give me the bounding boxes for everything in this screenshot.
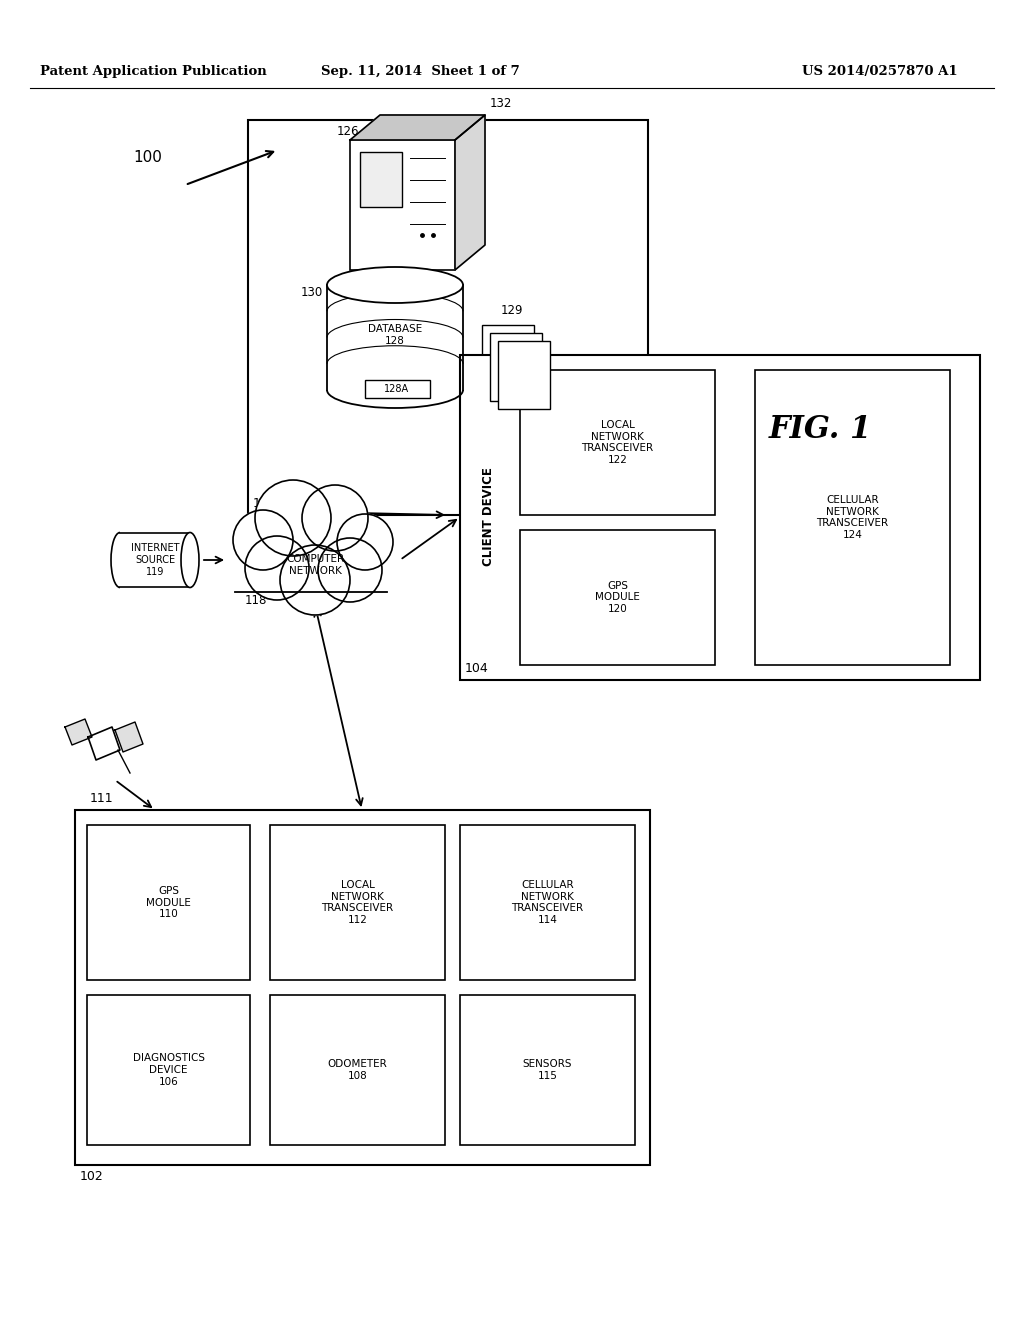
- Text: US 2014/0257870 A1: US 2014/0257870 A1: [802, 66, 957, 78]
- Circle shape: [337, 513, 393, 570]
- Text: GPS
MODULE
110: GPS MODULE 110: [146, 886, 190, 919]
- Text: 104: 104: [465, 663, 488, 675]
- Polygon shape: [115, 722, 143, 752]
- Bar: [482, 325, 534, 393]
- Polygon shape: [65, 719, 92, 744]
- Text: DIAGNOSTICS
DEVICE
106: DIAGNOSTICS DEVICE 106: [132, 1053, 205, 1086]
- Bar: [87, 995, 250, 1144]
- Text: 130: 130: [301, 285, 323, 298]
- Bar: [87, 825, 250, 979]
- Bar: [327, 285, 463, 389]
- Text: SENSORS
115: SENSORS 115: [522, 1059, 572, 1081]
- Text: CELLULAR
NETWORK
TRANSCEIVER
114: CELLULAR NETWORK TRANSCEIVER 114: [511, 880, 584, 925]
- Text: Sep. 11, 2014  Sheet 1 of 7: Sep. 11, 2014 Sheet 1 of 7: [321, 66, 519, 78]
- Text: GPS
MODULE
120: GPS MODULE 120: [595, 581, 640, 614]
- Ellipse shape: [181, 532, 199, 587]
- Bar: [365, 380, 430, 399]
- Text: 129: 129: [501, 304, 523, 317]
- Bar: [248, 120, 648, 515]
- Text: 116: 116: [253, 498, 276, 510]
- Text: INTERNET
SOURCE
119: INTERNET SOURCE 119: [131, 544, 179, 577]
- Circle shape: [280, 545, 350, 615]
- Polygon shape: [350, 115, 485, 140]
- Text: LOCAL
NETWORK
TRANSCEIVER
122: LOCAL NETWORK TRANSCEIVER 122: [582, 420, 653, 465]
- Text: LOCAL
NETWORK
TRANSCEIVER
112: LOCAL NETWORK TRANSCEIVER 112: [322, 880, 393, 925]
- Bar: [490, 333, 542, 401]
- Text: FIG. 1: FIG. 1: [768, 414, 871, 446]
- Text: CLIENT DEVICE: CLIENT DEVICE: [481, 467, 495, 566]
- Polygon shape: [88, 727, 120, 760]
- Bar: [360, 152, 402, 207]
- Bar: [350, 140, 455, 271]
- Bar: [270, 995, 445, 1144]
- Circle shape: [255, 480, 331, 556]
- Text: 126: 126: [337, 125, 359, 139]
- Bar: [460, 825, 635, 979]
- Text: ODOMETER
108: ODOMETER 108: [328, 1059, 387, 1081]
- Ellipse shape: [327, 267, 463, 304]
- Polygon shape: [455, 115, 485, 271]
- Bar: [520, 531, 715, 665]
- Bar: [75, 810, 650, 1166]
- Bar: [460, 995, 635, 1144]
- Text: 102: 102: [80, 1170, 103, 1183]
- Bar: [498, 341, 550, 409]
- Text: 118: 118: [245, 594, 267, 606]
- Text: CELLULAR
NETWORK
TRANSCEIVER
124: CELLULAR NETWORK TRANSCEIVER 124: [816, 495, 889, 540]
- Text: Patent Application Publication: Patent Application Publication: [40, 66, 266, 78]
- Circle shape: [318, 539, 382, 602]
- Bar: [240, 560, 390, 590]
- Bar: [755, 370, 950, 665]
- Bar: [460, 355, 980, 680]
- Circle shape: [233, 510, 293, 570]
- Text: COMPUTER
NETWORK: COMPUTER NETWORK: [286, 554, 344, 576]
- Text: 132: 132: [490, 96, 512, 110]
- Bar: [520, 370, 715, 515]
- Bar: [270, 825, 445, 979]
- Text: 128A: 128A: [384, 384, 410, 393]
- Text: DATABASE
128: DATABASE 128: [368, 325, 422, 346]
- Text: 100: 100: [133, 150, 163, 165]
- Circle shape: [302, 484, 368, 550]
- Text: 111: 111: [90, 792, 114, 805]
- Circle shape: [245, 536, 309, 601]
